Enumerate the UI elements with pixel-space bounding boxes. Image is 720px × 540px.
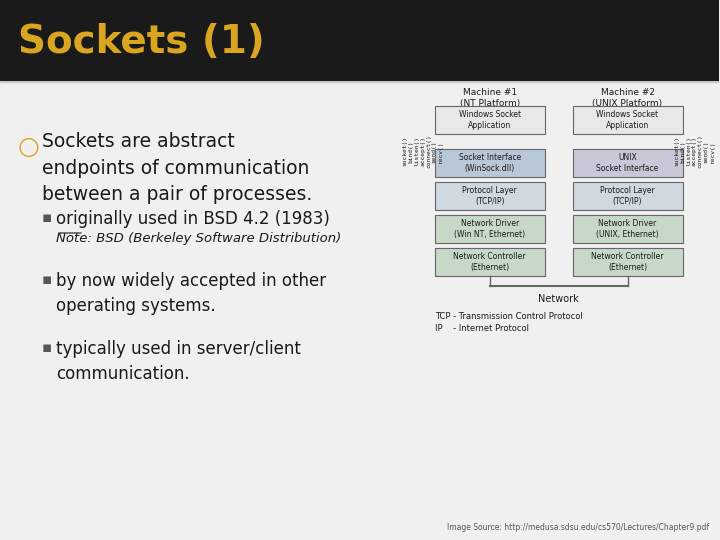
Text: Network Driver
(Win NT, Ethernet): Network Driver (Win NT, Ethernet) xyxy=(454,219,525,239)
Text: Sockets (1): Sockets (1) xyxy=(18,23,265,61)
FancyBboxPatch shape xyxy=(572,106,683,134)
Text: Windows Socket
Application: Windows Socket Application xyxy=(459,110,521,130)
Text: Network Controller
(Ethernet): Network Controller (Ethernet) xyxy=(454,252,526,272)
Text: UNIX
Socket Interface: UNIX Socket Interface xyxy=(596,153,659,173)
Text: Sockets are abstract
endpoints of communication
between a pair of processes.: Sockets are abstract endpoints of commun… xyxy=(42,132,312,204)
Text: Image Source: http://medusa.sdsu.edu/cs570/Lectures/Chapter9.pdf: Image Source: http://medusa.sdsu.edu/cs5… xyxy=(447,523,709,532)
FancyBboxPatch shape xyxy=(435,215,544,243)
FancyBboxPatch shape xyxy=(572,182,683,210)
Text: Network Controller
(Ethernet): Network Controller (Ethernet) xyxy=(591,252,664,272)
Text: Protocol Layer
(TCP/IP): Protocol Layer (TCP/IP) xyxy=(600,186,655,206)
Text: ○: ○ xyxy=(18,135,40,159)
Text: TCP - Transmission Control Protocol
IP    - Internet Protocol: TCP - Transmission Control Protocol IP -… xyxy=(435,312,582,333)
Bar xyxy=(0,0,719,80)
FancyBboxPatch shape xyxy=(572,215,683,243)
Text: Note: BSD (Berkeley Software Distribution): Note: BSD (Berkeley Software Distributio… xyxy=(56,232,341,245)
Text: Network Driver
(UNIX, Ethernet): Network Driver (UNIX, Ethernet) xyxy=(596,219,659,239)
FancyBboxPatch shape xyxy=(572,248,683,276)
Text: Machine #1
(NT Platform): Machine #1 (NT Platform) xyxy=(459,88,520,108)
Text: socket()
bind()
listen()
accept()
connect()
send()
recv(): socket() bind() listen() accept() connec… xyxy=(402,134,443,168)
Text: Protocol Layer
(TCP/IP): Protocol Layer (TCP/IP) xyxy=(462,186,517,206)
FancyBboxPatch shape xyxy=(435,149,544,177)
FancyBboxPatch shape xyxy=(572,149,683,177)
Text: Windows Socket
Application: Windows Socket Application xyxy=(596,110,659,130)
FancyBboxPatch shape xyxy=(435,182,544,210)
Text: typically used in server/client
communication.: typically used in server/client communic… xyxy=(56,340,301,383)
Text: originally used in BSD 4.2 (1983): originally used in BSD 4.2 (1983) xyxy=(56,210,330,228)
Text: ▪: ▪ xyxy=(42,272,53,287)
Text: Socket Interface
(WinSock.dll): Socket Interface (WinSock.dll) xyxy=(459,153,521,173)
Text: Network: Network xyxy=(539,294,579,304)
Text: by now widely accepted in other
operating systems.: by now widely accepted in other operatin… xyxy=(56,272,326,315)
FancyBboxPatch shape xyxy=(435,106,544,134)
FancyBboxPatch shape xyxy=(435,248,544,276)
Text: ▪: ▪ xyxy=(42,210,53,225)
Text: Machine #2
(UNIX Platform): Machine #2 (UNIX Platform) xyxy=(593,88,662,108)
Text: ▪: ▪ xyxy=(42,340,53,355)
Text: socket()
bind()
listen()
accept()
connect()
send()
recv(): socket() bind() listen() accept() connec… xyxy=(675,134,714,168)
